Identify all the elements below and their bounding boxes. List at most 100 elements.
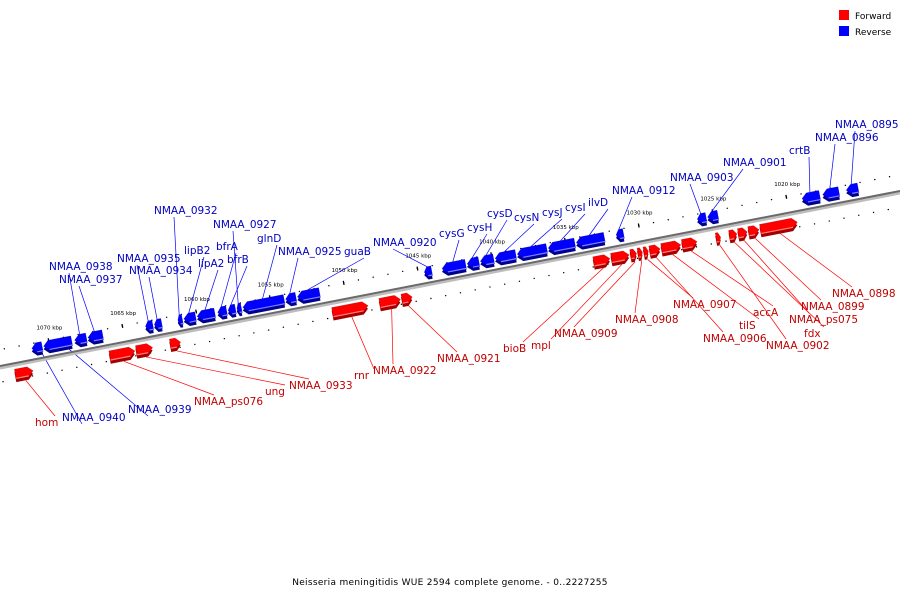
gene-label-nmaa-0898[interactable]: NMAA_0898 bbox=[832, 288, 896, 300]
gene-lipb2[interactable] bbox=[183, 311, 197, 326]
gene-cysn[interactable] bbox=[494, 249, 517, 266]
gene-nmaa-0895[interactable] bbox=[846, 182, 860, 198]
gene-nmaa-0927[interactable] bbox=[236, 302, 243, 317]
gene-nmaa-0907[interactable] bbox=[642, 246, 649, 260]
gene-cysd[interactable] bbox=[480, 253, 495, 269]
gene-label-nmaa-0940[interactable]: NMAA_0940 bbox=[62, 412, 126, 424]
gene-label-nmaa-0934[interactable]: NMAA_0934 bbox=[129, 265, 193, 277]
gene-nmaa-0939[interactable] bbox=[43, 335, 73, 354]
gene-label-nmaa-0927[interactable]: NMAA_0927 bbox=[213, 219, 277, 231]
gene-cysh[interactable] bbox=[466, 256, 481, 271]
gene-fdx[interactable] bbox=[728, 229, 738, 244]
gene-label-glnd[interactable]: glnD bbox=[257, 233, 281, 245]
gene-nmaa-0898[interactable] bbox=[759, 218, 798, 238]
gene-label-cysn[interactable]: cysN bbox=[514, 212, 539, 224]
gene-label-tils[interactable]: tilS bbox=[739, 320, 756, 332]
gene-label-lipa2[interactable]: lipA2 bbox=[198, 258, 224, 270]
gene-label-nmaa-0901[interactable]: NMAA_0901 bbox=[723, 157, 787, 169]
gene-label-nmaa-ps075[interactable]: NMAA_ps075 bbox=[789, 314, 858, 326]
gene-label-nmaa-0938[interactable]: NMAA_0938 bbox=[49, 261, 113, 273]
gene-label-nmaa-0935[interactable]: NMAA_0935 bbox=[117, 253, 181, 265]
gene-label-ung[interactable]: ung bbox=[265, 386, 285, 398]
gene-nmaa-0940[interactable] bbox=[31, 341, 44, 356]
gene-nmaa-0925[interactable] bbox=[285, 292, 298, 307]
gene-label-nmaa-0896[interactable]: NMAA_0896 bbox=[815, 132, 879, 144]
gene-bfrb[interactable] bbox=[227, 303, 237, 318]
gene-nmaa-0935[interactable] bbox=[145, 319, 154, 334]
gene-nmaa-0908[interactable] bbox=[636, 247, 643, 262]
gene-nmaa-0906[interactable] bbox=[648, 244, 661, 259]
gene-label-biob[interactable]: bioB bbox=[503, 343, 526, 355]
gene-label-crtb[interactable]: crtB bbox=[789, 145, 810, 157]
gene-label-nmaa-0909[interactable]: NMAA_0909 bbox=[554, 328, 618, 340]
gene-nmaa-0934[interactable] bbox=[154, 318, 163, 333]
gene-nmaa-0922[interactable] bbox=[378, 295, 401, 312]
gene-nmaa-0909[interactable] bbox=[629, 248, 637, 263]
gene-nmaa-0901[interactable] bbox=[707, 210, 720, 225]
gene-label-acca[interactable]: accA bbox=[753, 307, 779, 319]
gene-label-fdx[interactable]: fdx bbox=[804, 328, 821, 340]
gene-label-nmaa-0932[interactable]: NMAA_0932 bbox=[154, 205, 218, 217]
gene-label-nmaa-0907[interactable]: NMAA_0907 bbox=[673, 299, 737, 311]
gene-nmaa-0912[interactable] bbox=[615, 228, 625, 243]
gene-label-nmaa-ps076[interactable]: NMAA_ps076 bbox=[194, 396, 263, 408]
gene-nmaa-0903[interactable] bbox=[697, 212, 708, 227]
gene-label-nmaa-0903[interactable]: NMAA_0903 bbox=[670, 172, 734, 184]
gene-tils[interactable] bbox=[660, 240, 682, 257]
gene-label-nmaa-0902[interactable]: NMAA_0902 bbox=[766, 340, 830, 352]
gene-label-bfrb[interactable]: bfrB bbox=[227, 254, 249, 266]
gene-label-nmaa-0933[interactable]: NMAA_0933 bbox=[289, 380, 353, 392]
gene-label-nmaa-0908[interactable]: NMAA_0908 bbox=[615, 314, 679, 326]
gene-label-cysi[interactable]: cysI bbox=[565, 202, 586, 214]
gene-nmaa-0896[interactable] bbox=[822, 186, 841, 202]
gene-nmaa-ps075[interactable] bbox=[737, 227, 748, 242]
gene-hom[interactable] bbox=[14, 366, 34, 383]
gene-biob[interactable] bbox=[592, 254, 611, 270]
gene-label-nmaa-0939[interactable]: NMAA_0939 bbox=[128, 404, 192, 416]
gene-nmaa-0899[interactable] bbox=[747, 225, 760, 240]
gene-label-hom[interactable]: hom bbox=[35, 417, 58, 429]
gene-nmaa-0938[interactable] bbox=[74, 332, 88, 348]
gene-label-cysg[interactable]: cysG bbox=[439, 228, 465, 240]
gene-bfra[interactable] bbox=[217, 305, 228, 320]
gene-crtb[interactable] bbox=[801, 190, 821, 206]
gene-nmaa-0921[interactable] bbox=[400, 292, 413, 307]
gene-label-rnr[interactable]: rnr bbox=[354, 370, 370, 382]
tick-label: 1065 kbp bbox=[110, 311, 136, 317]
gene-mpl[interactable] bbox=[610, 250, 630, 267]
gene-label-nmaa-0937[interactable]: NMAA_0937 bbox=[59, 274, 123, 286]
gene-label-cysh[interactable]: cysH bbox=[467, 222, 492, 234]
gene-nmaa-ps076[interactable] bbox=[108, 346, 136, 364]
gene-glnd[interactable] bbox=[242, 294, 286, 315]
gene-label-nmaa-0922[interactable]: NMAA_0922 bbox=[373, 365, 437, 377]
gene-nmaa-0902[interactable] bbox=[715, 232, 721, 246]
gene-label-nmaa-0895[interactable]: NMAA_0895 bbox=[835, 119, 899, 131]
gene-label-nmaa-0899[interactable]: NMAA_0899 bbox=[801, 301, 865, 313]
gene-label-guab[interactable]: guaB bbox=[344, 246, 371, 258]
gene-label-bfra[interactable]: bfrA bbox=[216, 241, 239, 253]
gene-cysj[interactable] bbox=[517, 243, 548, 262]
gene-label-mpl[interactable]: mpl bbox=[531, 340, 551, 352]
gene-cysg[interactable] bbox=[441, 259, 467, 276]
gene-label-nmaa-0920[interactable]: NMAA_0920 bbox=[373, 237, 437, 249]
gene-label-ilvd[interactable]: ilvD bbox=[588, 197, 608, 209]
gene-highlight bbox=[612, 259, 625, 264]
gene-cysi[interactable] bbox=[548, 237, 576, 256]
gene-acca[interactable] bbox=[681, 237, 698, 253]
gene-nmaa-0920[interactable] bbox=[424, 265, 433, 280]
gene-ung[interactable] bbox=[135, 343, 153, 359]
gene-lipa2[interactable] bbox=[196, 307, 216, 324]
gene-nmaa-0932[interactable] bbox=[177, 314, 184, 328]
gene-label-lipb2[interactable]: lipB2 bbox=[184, 245, 210, 257]
gene-label-nmaa-0912[interactable]: NMAA_0912 bbox=[612, 185, 676, 197]
gene-nmaa-0937[interactable] bbox=[87, 329, 104, 345]
gene-guab[interactable] bbox=[297, 287, 321, 304]
gene-rnr[interactable] bbox=[331, 301, 369, 321]
gene-ilvd[interactable] bbox=[576, 232, 606, 250]
gene-label-nmaa-0925[interactable]: NMAA_0925 bbox=[278, 246, 342, 258]
gene-label-cysj[interactable]: cysJ bbox=[542, 207, 563, 219]
gene-label-nmaa-0921[interactable]: NMAA_0921 bbox=[437, 353, 501, 365]
gene-nmaa-0933[interactable] bbox=[169, 337, 181, 353]
gene-label-cysd[interactable]: cysD bbox=[487, 208, 513, 220]
gene-label-nmaa-0906[interactable]: NMAA_0906 bbox=[703, 333, 767, 345]
